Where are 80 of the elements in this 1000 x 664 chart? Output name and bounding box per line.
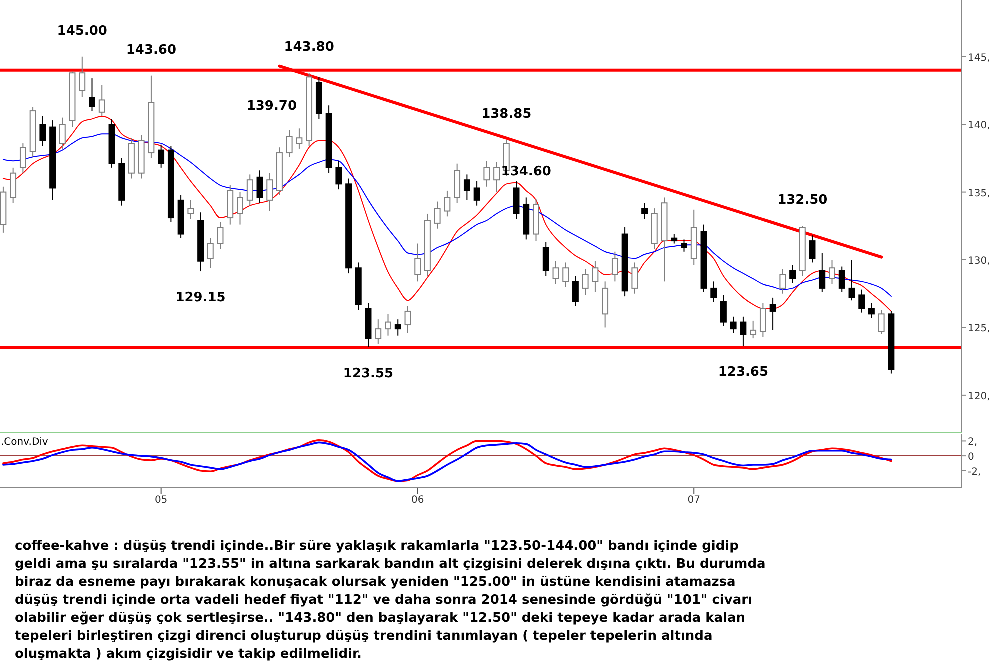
x-tick-label: 05 bbox=[154, 495, 168, 506]
x-tick-label: 07 bbox=[688, 495, 700, 506]
candlestick bbox=[572, 276, 579, 307]
candlestick bbox=[207, 238, 214, 269]
chart-title: .Conv.Div bbox=[1, 437, 48, 448]
candlestick bbox=[868, 302, 875, 319]
y-tick-label: -2, bbox=[968, 466, 982, 478]
candlestick bbox=[286, 130, 293, 158]
annotation: 134.60 bbox=[501, 164, 552, 180]
candlestick bbox=[89, 78, 96, 112]
annotation: 139.70 bbox=[246, 99, 297, 114]
candlestick bbox=[266, 172, 274, 212]
y-tick-label: 145, bbox=[968, 52, 990, 64]
candlestick bbox=[40, 116, 46, 147]
candlestick bbox=[20, 143, 26, 174]
candlestick bbox=[878, 310, 885, 335]
candlestick bbox=[790, 264, 796, 284]
candlestick bbox=[720, 294, 727, 327]
candlestick bbox=[858, 289, 866, 314]
candlestick bbox=[770, 297, 776, 331]
candlestick bbox=[246, 174, 254, 206]
candlestick bbox=[59, 117, 66, 150]
annotation: 143.80 bbox=[284, 40, 334, 56]
candlestick bbox=[464, 174, 470, 201]
candlestick bbox=[494, 162, 500, 193]
annotation: 132.50 bbox=[778, 193, 828, 208]
candlestick bbox=[671, 234, 678, 244]
candlestick bbox=[809, 235, 816, 264]
candlestick bbox=[434, 201, 441, 230]
candlestick bbox=[740, 316, 747, 347]
candlestick bbox=[838, 266, 846, 294]
candlestick bbox=[217, 222, 224, 250]
annotation: 123.65 bbox=[718, 365, 769, 380]
x-tick-label: 06 bbox=[411, 495, 424, 506]
candlestick bbox=[642, 202, 648, 220]
candlestick bbox=[237, 192, 244, 226]
annotation: 123.55 bbox=[343, 366, 394, 382]
candlestick bbox=[336, 160, 342, 190]
candlestick bbox=[385, 314, 392, 336]
candlestick bbox=[404, 306, 412, 334]
candlestick bbox=[444, 190, 451, 218]
candlestick bbox=[484, 160, 490, 188]
candlestick bbox=[552, 260, 560, 285]
candlestick bbox=[542, 242, 550, 277]
candlestick bbox=[414, 243, 422, 282]
candlestick bbox=[296, 128, 303, 150]
candlestick bbox=[394, 319, 402, 336]
candlestick bbox=[474, 180, 480, 206]
candlestick bbox=[819, 252, 826, 294]
y-tick-label: 135, bbox=[968, 188, 990, 200]
annotation: 138.85 bbox=[482, 107, 532, 122]
candlestick bbox=[681, 239, 688, 252]
y-tick-label: 2, bbox=[968, 437, 978, 448]
candlestick bbox=[256, 170, 264, 204]
candlestick bbox=[760, 302, 766, 338]
candlestick bbox=[848, 260, 856, 302]
candlestick bbox=[375, 319, 382, 344]
candlestick bbox=[829, 260, 836, 285]
text: coffee-kahve : düşüş trendi içinde..Bir süre yaklaşık rakamlarla "123.50-144.00" bandı içinde gidip geldi ama şu sıralarda "123.55" in altına sarkarak bandın alt çizgisini delerek dışına çıktı. Bu durumda biraz da esneme payı bırakarak konuşacak olursak yeniden "125.00" in üstüne kendisini atamazsa düşüş trendi içinde orta vadeli hedef fiyat "112" ve daha sonra 2014 senesinde gördüğü "101" civarı olabilir eğer düşüş çok sertleşirse.. "143.80" den başlayarak "12.50" deki tepeye kadar arada kalan tepeleri birleştiren çizgi direnci oluşturup düşüş trendini tanımlayan ( tepeler tepelerin altında oluşmakta ) akım çizgisidir ve takip edilmelidir. bbox=[15, 538, 767, 664]
y-tick-label: 140, bbox=[968, 120, 990, 132]
candlestick bbox=[780, 268, 786, 294]
candlestick bbox=[592, 260, 599, 294]
annotation: 129.15 bbox=[176, 290, 226, 306]
candlestick bbox=[612, 251, 618, 282]
annotation: 145.00 bbox=[57, 24, 108, 39]
y-tick-label: 125, bbox=[968, 324, 990, 335]
y-tick-label: 120, bbox=[968, 391, 990, 402]
y-tick-label: 130, bbox=[968, 256, 990, 268]
candlestick bbox=[710, 281, 718, 302]
candlestick bbox=[158, 144, 165, 168]
candlestick bbox=[562, 262, 570, 288]
candlestick bbox=[582, 268, 589, 296]
candlestick bbox=[730, 316, 737, 334]
candlestick bbox=[98, 84, 106, 117]
candlestick bbox=[188, 200, 194, 220]
candlestick bbox=[750, 320, 757, 340]
y-tick-label: 0 bbox=[968, 452, 974, 464]
candlestick bbox=[79, 56, 86, 98]
candlestick bbox=[632, 262, 638, 294]
annotation: 143.60 bbox=[126, 42, 177, 58]
